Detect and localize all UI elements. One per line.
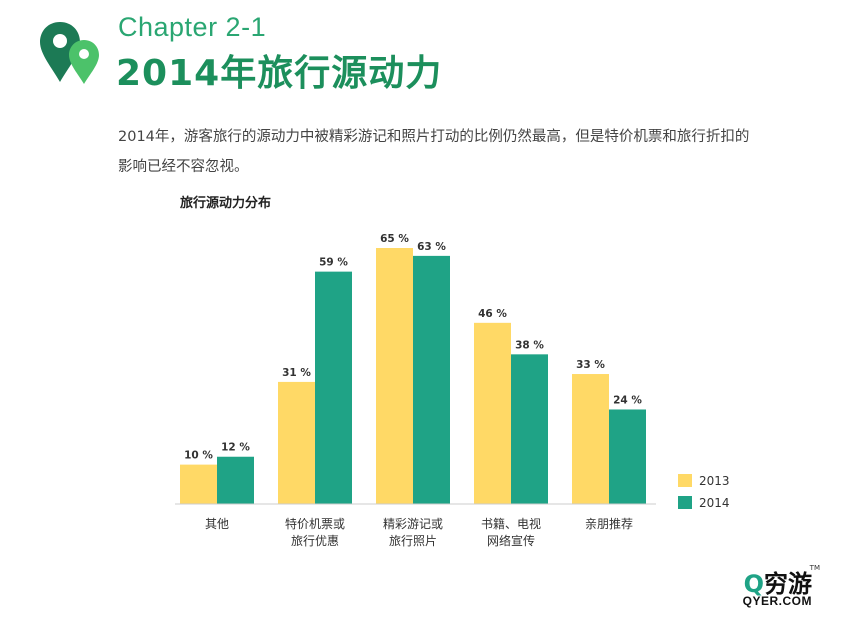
bar-2013-3 — [474, 322, 511, 504]
bar-2013-1 — [278, 381, 315, 504]
category-label-4-0: 亲朋推荐 — [585, 517, 633, 531]
category-label-0-0: 其他 — [205, 517, 229, 531]
data-label-2013-0: 10 % — [184, 450, 213, 462]
category-label-2-0: 精彩游记或 — [383, 517, 443, 531]
data-label-2013-1: 31 % — [282, 367, 311, 379]
category-label-3-1: 网络宣传 — [487, 533, 535, 548]
category-label-2-1: 旅行照片 — [389, 534, 437, 548]
description-line-2: 影响已经不容忽视。 — [118, 159, 249, 175]
map-pin-logo-icon — [40, 22, 99, 84]
trademark-mark: TM — [809, 564, 820, 572]
legend-label-2014: 2014 — [699, 496, 730, 510]
bar-2014-1 — [315, 271, 352, 504]
category-label-1-1: 旅行优惠 — [291, 534, 339, 548]
bar-2013-4 — [572, 374, 609, 504]
description-line-1: 2014年，游客旅行的源动力中被精彩游记和照片打动的比例仍然最高，但是特价机票和… — [118, 129, 750, 145]
qyer-logo-name: Q穷游 — [743, 570, 812, 598]
chart-title: 旅行源动力分布 — [180, 196, 272, 211]
data-label-2014-1: 59 % — [319, 257, 348, 269]
data-label-2013-2: 65 % — [380, 233, 409, 245]
bar-2013-2 — [376, 248, 413, 504]
bar-2014-4 — [609, 409, 646, 504]
bar-2013-0 — [180, 464, 217, 504]
page-title: 2014年旅行源动力 — [116, 53, 443, 94]
category-label-3-0: 书籍、电视 — [481, 516, 541, 531]
qyer-logo-url: QYER.COM — [742, 594, 812, 608]
data-label-2013-3: 46 % — [478, 308, 507, 320]
data-label-2014-0: 12 % — [221, 442, 250, 454]
chapter-label: Chapter 2-1 — [118, 12, 267, 42]
legend-swatch-2013 — [678, 474, 692, 487]
legend-swatch-2014 — [678, 496, 692, 509]
bar-2014-3 — [511, 354, 548, 504]
data-label-2013-4: 33 % — [576, 359, 605, 371]
data-label-2014-4: 24 % — [613, 394, 642, 406]
qyer-logo: Q穷游 TM QYER.COM — [702, 564, 820, 614]
data-label-2014-3: 38 % — [515, 339, 544, 351]
category-label-1-0: 特价机票或 — [285, 516, 345, 531]
description: 2014年，游客旅行的源动力中被精彩游记和照片打动的比例仍然最高，但是特价机票和… — [118, 122, 768, 182]
bar-2014-2 — [413, 255, 450, 504]
legend-label-2013: 2013 — [699, 474, 730, 488]
data-label-2014-2: 63 % — [417, 241, 446, 253]
bar-2014-0 — [217, 456, 254, 504]
